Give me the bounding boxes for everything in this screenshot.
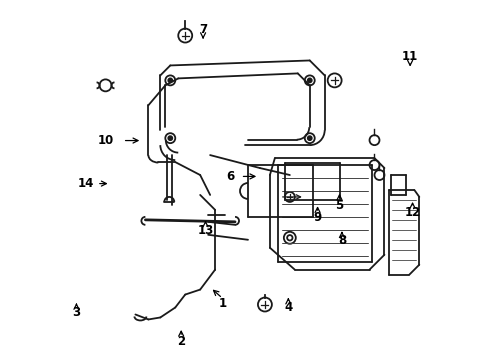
Text: 7: 7 [199,23,207,36]
Circle shape [168,136,172,140]
Text: 3: 3 [72,306,81,319]
Text: 12: 12 [404,206,420,219]
Text: 8: 8 [337,234,346,247]
Text: 5: 5 [335,199,343,212]
Circle shape [307,136,311,140]
Text: 1: 1 [218,297,226,310]
Text: 6: 6 [225,170,234,183]
Text: 14: 14 [78,177,94,190]
Circle shape [168,78,172,82]
Text: 10: 10 [97,134,114,147]
Circle shape [307,78,311,82]
Text: 9: 9 [313,211,321,224]
Text: 2: 2 [177,335,185,348]
Text: 13: 13 [197,224,213,237]
Text: 11: 11 [401,50,417,63]
Text: 4: 4 [284,301,292,314]
